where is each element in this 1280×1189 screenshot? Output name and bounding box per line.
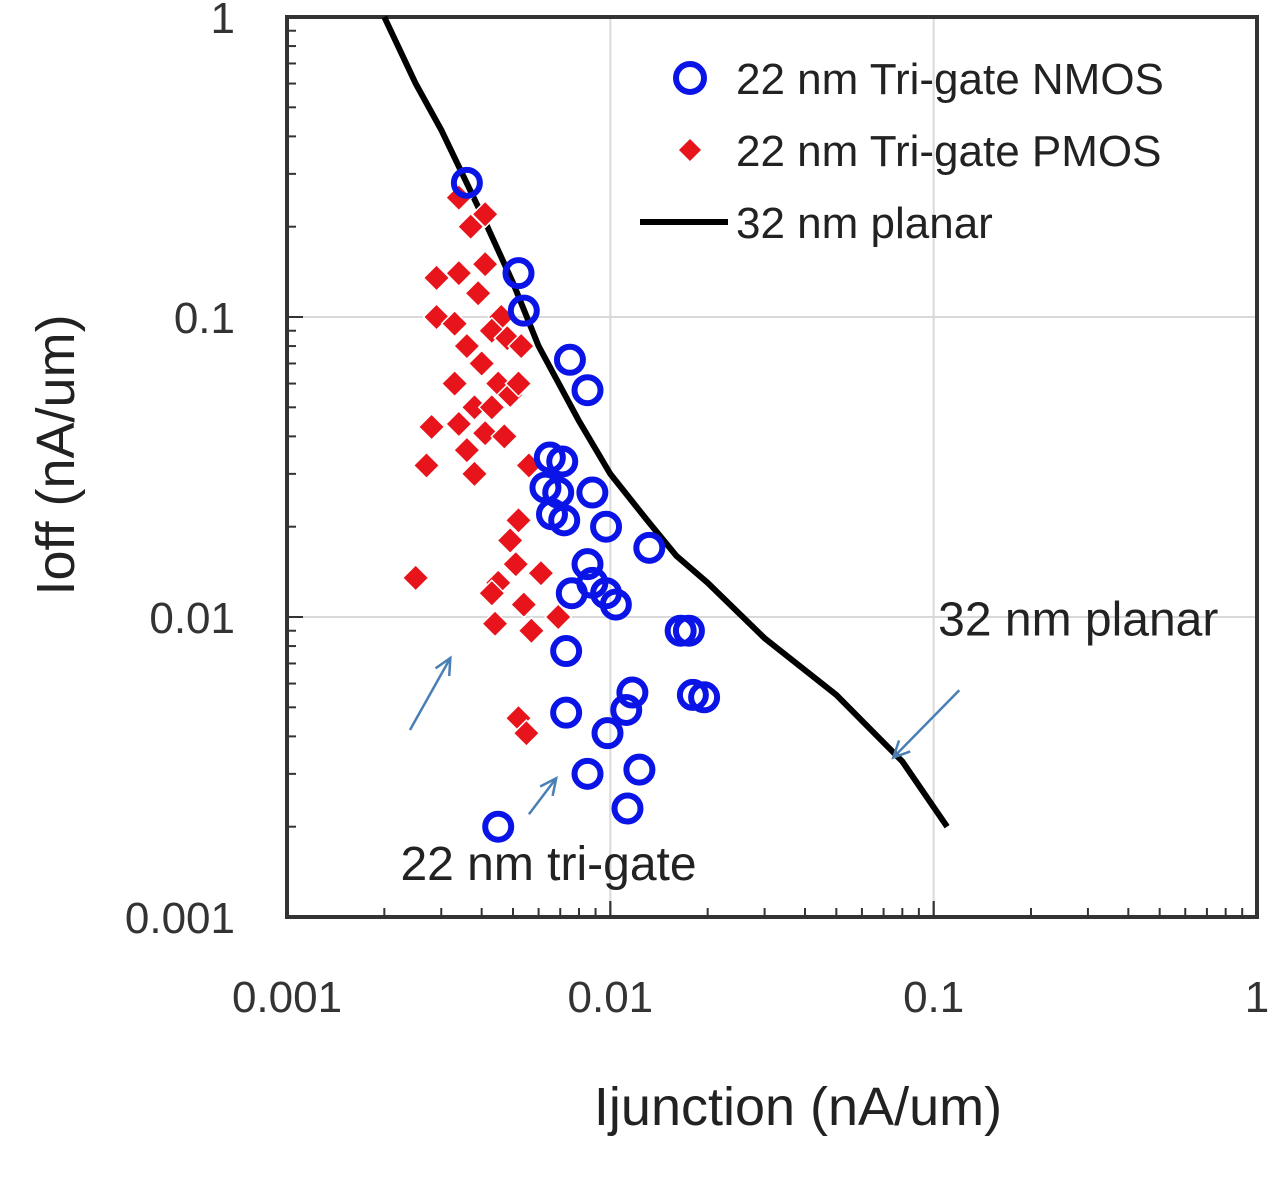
legend: 22 nm Tri-gate NMOS 22 nm Tri-gate PMOS 32… — [640, 55, 1164, 248]
nmos-point — [571, 757, 604, 790]
series-line-32nm-planar — [381, 15, 950, 829]
nmos-point — [571, 374, 604, 407]
y-tick-label: 0.01 — [149, 594, 235, 643]
legend-label: 32 nm planar — [736, 199, 993, 248]
nmos-point — [550, 696, 583, 729]
nmos-point — [550, 635, 583, 668]
pmos-point — [456, 212, 485, 241]
pmos-point — [401, 563, 430, 592]
legend-label: 22 nm Tri-gate PMOS — [736, 127, 1161, 176]
nmos-point — [507, 294, 540, 327]
legend-label: 22 nm Tri-gate NMOS — [736, 55, 1164, 104]
nmos-point — [633, 531, 666, 564]
nmos-point — [546, 445, 579, 478]
pmos-point — [512, 719, 541, 748]
nmos-point — [555, 577, 588, 610]
pmos-point — [440, 309, 469, 338]
nmos-point — [571, 548, 604, 581]
series-32nm-planar — [381, 15, 950, 829]
annotation-arrow — [892, 689, 961, 759]
pmos-point — [452, 332, 481, 361]
pmos-point — [504, 506, 533, 535]
nmos-point — [450, 166, 483, 199]
pmos-point — [477, 393, 506, 422]
annotations: 32 nm planar 22 nm tri-gate — [400, 594, 1218, 892]
pmos-point — [464, 279, 493, 308]
plot-frame — [285, 15, 1259, 919]
annotation-arrow — [408, 657, 452, 731]
series-pmos — [401, 183, 573, 748]
pmos-point — [507, 332, 536, 361]
pmos-point — [471, 250, 500, 279]
nmos-point — [688, 681, 721, 714]
y-tick-label: 1 — [211, 0, 235, 43]
x-tick-label: 1 — [1245, 973, 1269, 1022]
pmos-point — [440, 369, 469, 398]
pmos-point — [544, 602, 573, 632]
pmos-point — [422, 263, 451, 292]
pmos-point — [501, 550, 530, 579]
pmos-point — [517, 616, 546, 645]
series-nmos — [450, 166, 721, 843]
pmos-point — [490, 422, 519, 451]
nmos-point — [623, 753, 656, 786]
y-tick-label: 0.001 — [125, 894, 235, 943]
legend-pmos-marker — [679, 139, 701, 161]
nmos-point — [616, 676, 649, 709]
pmos-point — [504, 369, 533, 398]
pmos-point — [452, 436, 481, 465]
y-axis-title: Ioff (nA/um) — [26, 314, 86, 595]
pmos-point — [480, 609, 510, 638]
tick-labels: 0.001 0.01 0.1 1 0.001 0.01 0.1 1 — [125, 0, 1269, 1022]
nmos-point — [672, 614, 705, 647]
pmos-point — [444, 259, 473, 288]
pmos-point — [496, 526, 525, 555]
annotation-arrow-head — [434, 655, 452, 677]
annotation-arrow-head — [891, 740, 911, 760]
pmos-point — [471, 419, 500, 448]
pmos-point — [526, 559, 555, 588]
nmos-point — [599, 588, 632, 621]
annotation-arrow — [527, 777, 558, 816]
pmos-point — [417, 412, 446, 442]
nmos-point — [576, 476, 609, 509]
x-tick-label: 0.1 — [903, 973, 964, 1022]
pmos-point — [460, 459, 489, 488]
y-tick-label: 0.1 — [174, 294, 235, 343]
annotation-32nm-planar: 32 nm planar — [938, 594, 1218, 647]
nmos-point — [611, 792, 644, 825]
pmos-point — [477, 579, 506, 608]
nmos-point — [548, 504, 581, 537]
x-tick-label: 0.001 — [232, 973, 342, 1022]
nmos-point — [590, 510, 623, 543]
annotation-arrow-head — [539, 775, 558, 797]
nmos-point — [591, 717, 624, 750]
annotation-22nm-tri-gate: 22 nm tri-gate — [400, 838, 696, 891]
legend-nmos-marker — [673, 61, 707, 95]
pmos-point — [509, 590, 538, 619]
nmos-point — [482, 810, 515, 843]
pmos-point — [412, 451, 441, 480]
nmos-point — [610, 693, 643, 726]
nmos-point — [502, 257, 535, 290]
x-axis-title: Ijunction (nA/um) — [594, 1077, 1002, 1137]
x-tick-label: 0.01 — [568, 973, 654, 1022]
pmos-point — [467, 349, 496, 378]
nmos-point — [553, 343, 586, 376]
pmos-point — [444, 409, 473, 439]
